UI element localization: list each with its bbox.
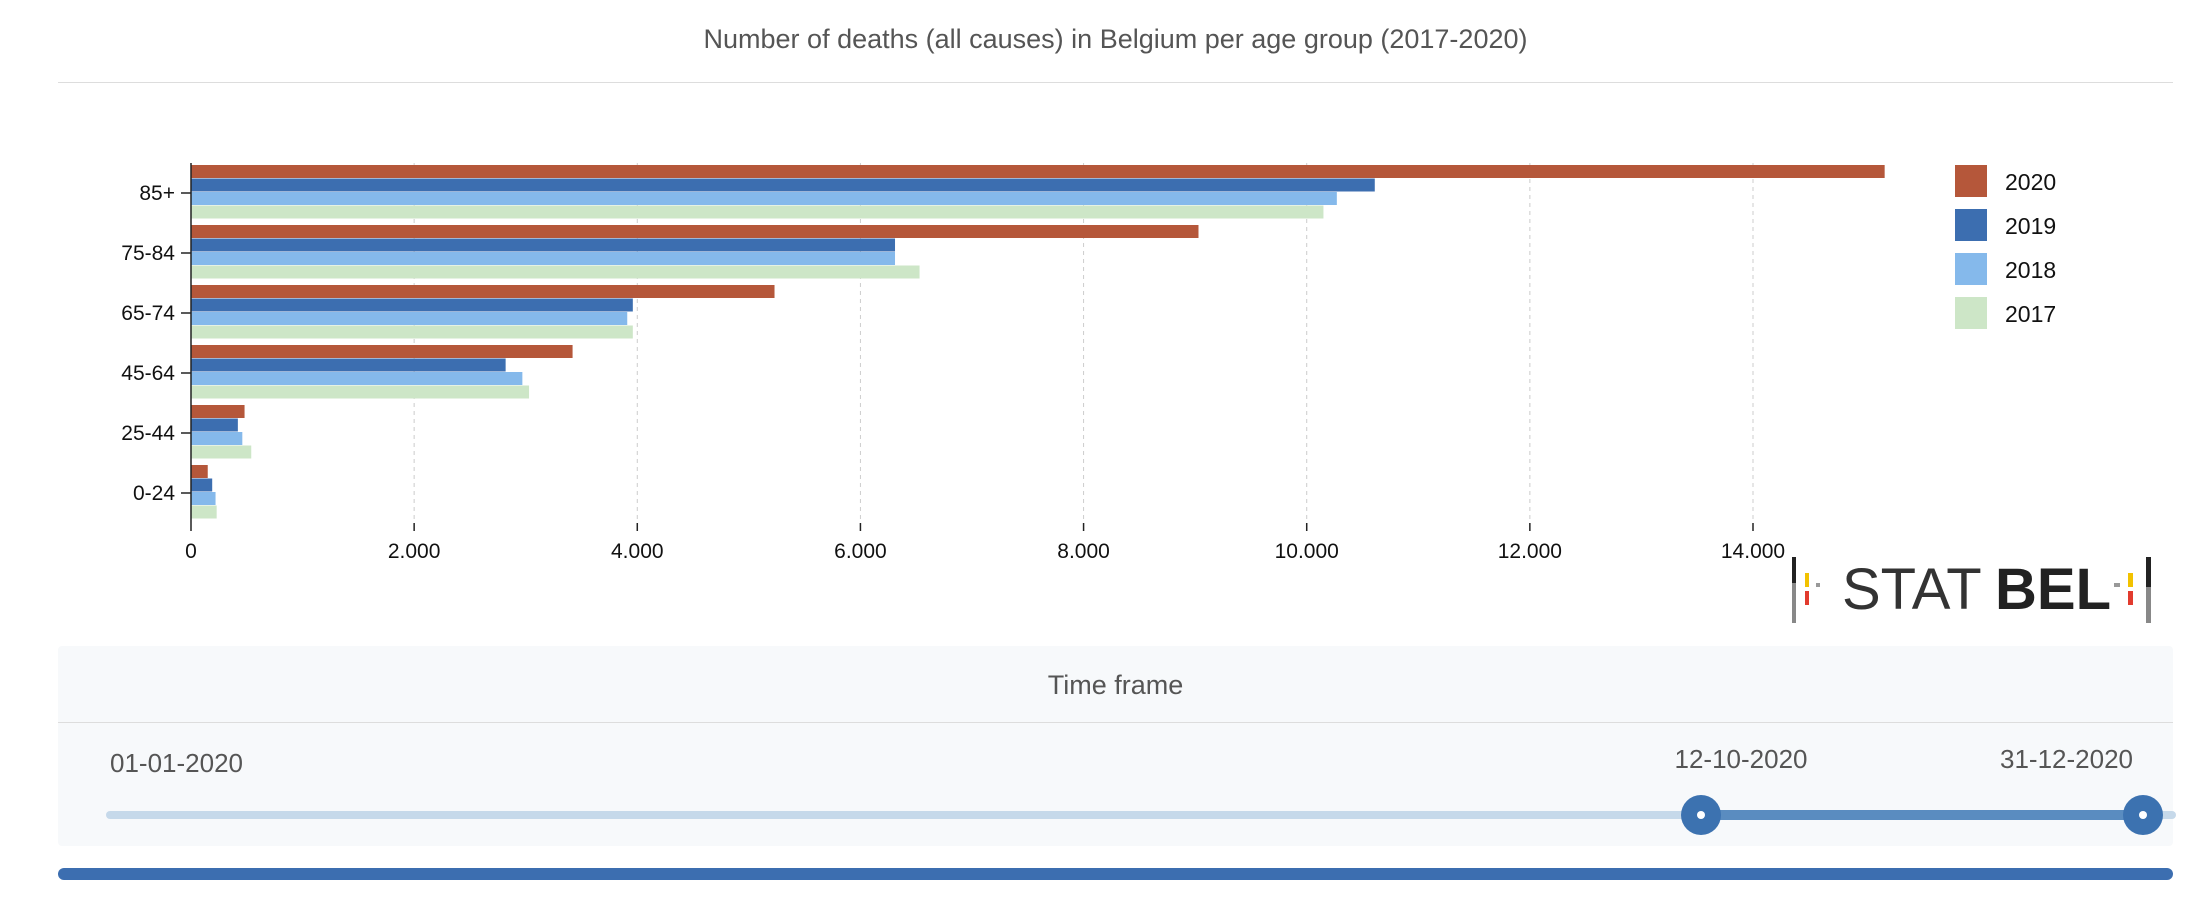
- y-tick-label: 45-64: [121, 362, 175, 385]
- grid-lines: [413, 163, 1754, 523]
- bar: [191, 432, 243, 445]
- timeframe-slider-track[interactable]: [106, 811, 2176, 819]
- legend-label: 2020: [2005, 169, 2056, 195]
- x-tick-label: 8.000: [1057, 540, 1110, 563]
- bar: [191, 325, 633, 339]
- legend-label: 2017: [2005, 301, 2056, 327]
- bar: [191, 265, 920, 279]
- bar: [191, 505, 217, 519]
- legend-label: 2018: [2005, 257, 2056, 283]
- timeframe-panel: Time frame 01-01-2020 12-10-2020 31-12-2…: [58, 646, 2176, 846]
- timeframe-selected-to-label: 31-12-2020: [2000, 744, 2133, 774]
- bar: [191, 345, 573, 358]
- x-tick-label: 6.000: [834, 540, 887, 563]
- bar: [191, 418, 238, 432]
- legend-swatch: [1955, 297, 1987, 329]
- bottom-progress-bar: [58, 868, 2173, 880]
- legend-label: 2019: [2005, 213, 2056, 239]
- legend-swatch: [1955, 209, 1987, 241]
- timeframe-title: Time frame: [1047, 670, 1184, 700]
- legend: 2020 2019 2018 2017: [1955, 165, 2056, 329]
- chart-title: Number of deaths (all causes) in Belgium…: [703, 24, 1528, 54]
- bar: [191, 298, 633, 312]
- timeframe-divider: [58, 722, 2173, 723]
- svg-text:STAT: STAT: [1842, 557, 1982, 622]
- axes: 0 2.000 4.000 6.000 8.000 10.000 12.000 14.000 8…: [121, 163, 1785, 563]
- x-tick-label: 10.000: [1275, 540, 1339, 563]
- x-tick-label: 12.000: [1498, 540, 1562, 563]
- y-tick-label: 75-84: [121, 242, 175, 265]
- bar: [191, 192, 1337, 205]
- bar: [191, 178, 1375, 192]
- bar: [191, 492, 216, 505]
- bar: [191, 385, 530, 399]
- x-tick-label: 14.000: [1721, 540, 1785, 563]
- bar-chart: 0 2.000 4.000 6.000 8.000 10.000 12.000 14.000 8…: [121, 163, 2056, 563]
- bar: [191, 465, 208, 478]
- timeframe-slider-start-handle[interactable]: [1681, 795, 1721, 835]
- bar: [191, 372, 523, 385]
- bar: [191, 205, 1324, 219]
- timeframe-slider-end-handle[interactable]: [2123, 795, 2163, 835]
- x-tick-label: 0: [185, 540, 197, 563]
- svg-text:BEL: BEL: [1995, 557, 2111, 622]
- bar: [191, 445, 252, 459]
- y-tick-label: 0-24: [133, 482, 175, 505]
- bar: [191, 405, 245, 418]
- timeframe-start-label: 01-01-2020: [110, 748, 243, 778]
- bar: [191, 312, 628, 325]
- bar: [191, 285, 775, 298]
- y-tick-label: 65-74: [121, 302, 175, 325]
- title-divider: [58, 82, 2173, 83]
- statbel-logo: STAT BEL: [1792, 557, 2151, 623]
- bar: [191, 165, 1885, 178]
- bar: [191, 478, 213, 492]
- bar: [191, 252, 896, 265]
- bar: [191, 358, 506, 372]
- legend-swatch: [1955, 253, 1987, 285]
- legend-swatch: [1955, 165, 1987, 197]
- bar: [191, 225, 1199, 238]
- timeframe-selected-from-label: 12-10-2020: [1674, 744, 1808, 774]
- x-tick-label: 4.000: [611, 540, 664, 563]
- timeframe-slider-range[interactable]: [1683, 810, 2125, 820]
- y-tick-label: 85+: [139, 182, 175, 205]
- y-tick-label: 25-44: [121, 422, 175, 445]
- bar: [191, 238, 896, 252]
- x-tick-label: 2.000: [388, 540, 441, 563]
- bars: [191, 165, 1885, 519]
